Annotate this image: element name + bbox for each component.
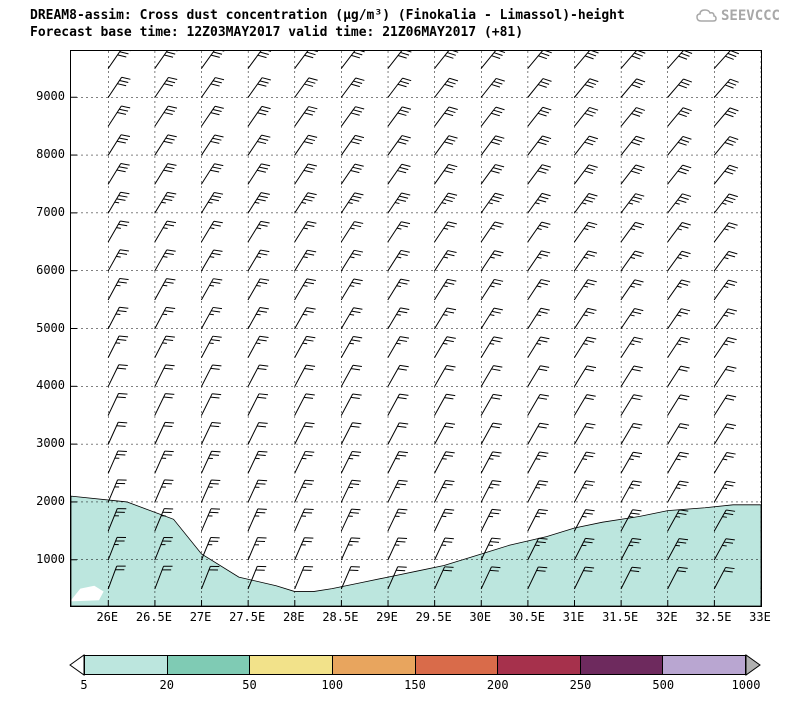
- colorbar-arrow-left: [70, 655, 84, 675]
- xtick-label: 31E: [563, 610, 585, 624]
- xtick-label: 31.5E: [602, 610, 638, 624]
- cloud-icon: [695, 8, 717, 24]
- colorbar-label: 250: [570, 678, 592, 692]
- xtick-label: 28E: [283, 610, 305, 624]
- colorbar-segment: [416, 655, 499, 675]
- colorbar-segment: [168, 655, 251, 675]
- colorbar-segment: [663, 655, 746, 675]
- colorbar-label: 5: [80, 678, 87, 692]
- ytick-label: 3000: [5, 436, 65, 450]
- xtick-label: 29.5E: [416, 610, 452, 624]
- colorbar-segment: [333, 655, 416, 675]
- colorbar-label: 50: [242, 678, 256, 692]
- title-line1: DREAM8-assim: Cross dust concentration (…: [30, 8, 625, 25]
- plot-area: [70, 50, 762, 607]
- ytick-label: 7000: [5, 205, 65, 219]
- xtick-label: 30E: [469, 610, 491, 624]
- colorbar-arrow-right: [746, 655, 760, 675]
- logo: SEEVCCC: [695, 8, 780, 24]
- colorbar-segment: [250, 655, 333, 675]
- colorbar-label: 200: [487, 678, 509, 692]
- colorbar-label: 100: [321, 678, 343, 692]
- ytick-label: 1000: [5, 552, 65, 566]
- xtick-label: 33E: [749, 610, 771, 624]
- xtick-label: 27E: [190, 610, 212, 624]
- xtick-label: 28.5E: [322, 610, 358, 624]
- colorbar-label: 20: [160, 678, 174, 692]
- colorbar-label: 1000: [732, 678, 761, 692]
- colorbar-label: 500: [652, 678, 674, 692]
- colorbar: [70, 655, 760, 675]
- xtick-label: 32E: [656, 610, 678, 624]
- ytick-label: 4000: [5, 378, 65, 392]
- colorbar-segment: [84, 655, 168, 675]
- ytick-label: 8000: [5, 147, 65, 161]
- xtick-label: 30.5E: [509, 610, 545, 624]
- ytick-label: 2000: [5, 494, 65, 508]
- colorbar-label: 150: [404, 678, 426, 692]
- colorbar-segment: [498, 655, 581, 675]
- colorbar-segment: [581, 655, 664, 675]
- ytick-label: 9000: [5, 89, 65, 103]
- wind-barbs: [71, 51, 761, 606]
- xtick-label: 27.5E: [229, 610, 265, 624]
- title-line2: Forecast base time: 12Z03MAY2017 valid t…: [30, 25, 625, 42]
- xtick-label: 32.5E: [695, 610, 731, 624]
- xtick-label: 29E: [376, 610, 398, 624]
- xtick-label: 26.5E: [136, 610, 172, 624]
- xtick-label: 26E: [96, 610, 118, 624]
- ytick-label: 5000: [5, 321, 65, 335]
- ytick-label: 6000: [5, 263, 65, 277]
- logo-text: SEEVCCC: [721, 8, 780, 24]
